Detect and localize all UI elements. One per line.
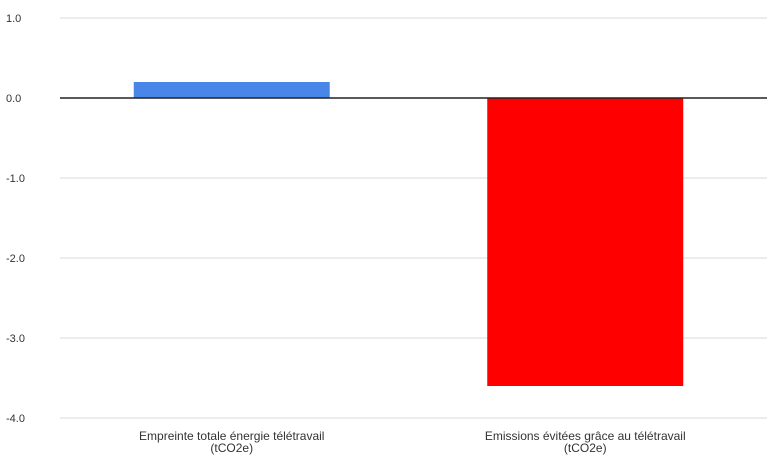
- y-tick-label: -4.0: [6, 413, 25, 425]
- x-category-label: Empreinte totale énergie télétravail (tCO…: [139, 429, 324, 455]
- x-axis-category-labels: Empreinte totale énergie télétravail (tCO…: [139, 429, 686, 455]
- x-category-label: Emissions évitées grâce au télétravail (t…: [485, 429, 686, 455]
- y-tick-label: -2.0: [6, 253, 25, 265]
- y-axis-tick-labels: 1.0 0.0 -1.0 -2.0 -3.0 -4.0: [6, 13, 25, 425]
- x-category-label-line: Emissions évitées grâce au télétravail: [485, 429, 686, 443]
- y-tick-label: -3.0: [6, 333, 25, 345]
- y-tick-label: -1.0: [6, 173, 25, 185]
- bars: [133, 82, 684, 386]
- y-tick-label: 0.0: [6, 93, 21, 105]
- y-tick-label: 1.0: [6, 13, 21, 25]
- x-category-label-line: (tCO2e): [210, 441, 253, 455]
- x-category-label-line: Empreinte totale énergie télétravail: [139, 429, 324, 443]
- x-category-label-line: (tCO2e): [564, 441, 607, 455]
- bar: [133, 82, 330, 98]
- bar: [487, 98, 684, 386]
